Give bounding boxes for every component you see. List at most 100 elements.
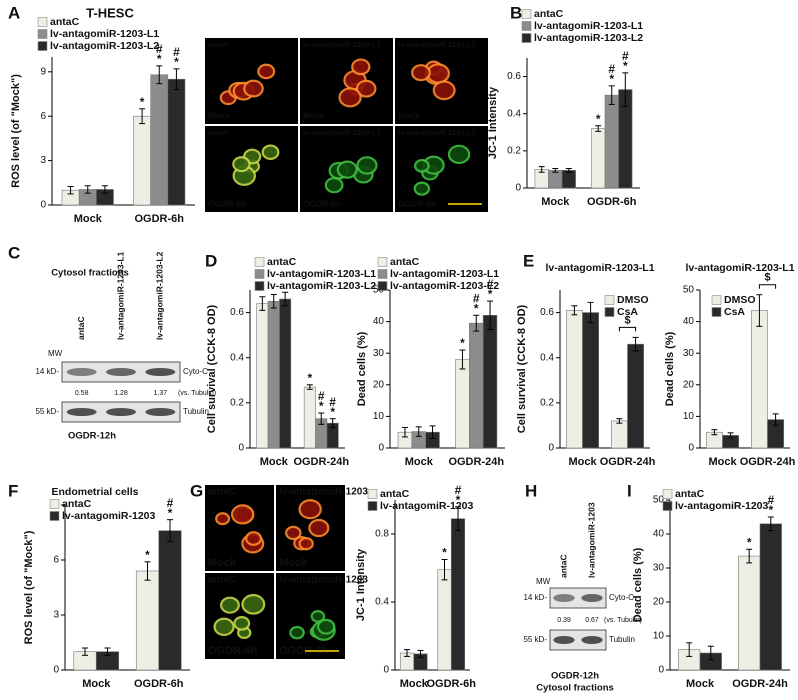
legend-label: CsA (724, 306, 745, 318)
error-bar (84, 185, 91, 194)
error-bar (538, 166, 545, 173)
legend-label: lv-antagomiR-1203-L1 (534, 20, 643, 32)
tile-bottom-label: OGDR-6h (398, 198, 436, 208)
error-bar (306, 384, 313, 390)
error-bar (401, 426, 408, 438)
legend-label: antaC (267, 256, 297, 268)
significance-mark: # (473, 291, 480, 305)
legend-label: lv-antagomiR-1203-L2 (267, 280, 376, 292)
lane-label: lv-antagomiR-1203-L1 (115, 251, 125, 340)
error-bar (429, 425, 436, 440)
bar (750, 310, 768, 449)
significance-mark: * (442, 546, 447, 560)
band (581, 594, 603, 602)
tile-top-label: antaC (208, 40, 229, 49)
error-bar (270, 294, 277, 309)
cell (355, 79, 377, 98)
chart-title: T-HESC (86, 5, 134, 20)
significance-mark: # (329, 395, 336, 409)
band (106, 408, 136, 416)
lane-label: antaC (76, 316, 86, 340)
significance-mark: # (487, 277, 494, 291)
bar (582, 312, 600, 449)
tile-bottom-label: OGDR-6h (208, 198, 246, 208)
x-tick-label: OGDR-6h (587, 196, 637, 208)
legend-swatch (521, 9, 532, 19)
significance-mark: * (460, 336, 465, 350)
significance-mark: * (168, 506, 173, 520)
error-bar (707, 645, 714, 661)
error-bar (259, 296, 266, 311)
cell (351, 58, 371, 76)
marker-label: 14 kD- (523, 593, 547, 602)
y-tick-label: 0 (688, 443, 694, 454)
tile-bottom-label: Mock (303, 110, 325, 120)
y-tick-label: 40 (683, 316, 695, 327)
bar (610, 420, 628, 449)
legend-swatch (711, 307, 722, 317)
legend-swatch (37, 29, 48, 39)
y-tick-label: 0 (40, 200, 46, 211)
bar (565, 310, 583, 449)
error-bar (459, 349, 466, 370)
y-tick-label: 0 (658, 665, 664, 676)
legend-label: antaC (534, 8, 564, 20)
cell (298, 536, 314, 551)
y-tick-label: 0 (383, 665, 389, 676)
cell (289, 625, 305, 640)
y-tick-label: 30 (683, 348, 695, 359)
lane-label: lv-antagomiR-1203-L2 (155, 251, 165, 340)
bar (158, 530, 182, 671)
x-tick-label: OGDR-6h (427, 678, 477, 690)
legend-label: DMSO (617, 294, 649, 306)
cell (298, 499, 322, 520)
tile-bottom-label: OGDR-6h (279, 645, 329, 657)
legend-swatch (377, 281, 388, 291)
legend-label: antaC (390, 256, 420, 268)
significance-mark: # (173, 45, 180, 59)
y-tick-label: 50 (653, 495, 665, 506)
y-tick-label: 0.2 (230, 397, 244, 408)
legend-swatch (521, 33, 532, 43)
error-bar (173, 68, 180, 91)
y-tick-label: 6 (40, 111, 46, 122)
error-bar (632, 336, 639, 352)
band-name: Tubulin (183, 407, 209, 416)
y-tick-label: 0 (238, 443, 244, 454)
legend-label: lv-antagomiR-1203 (675, 500, 769, 512)
y-tick-label: 40 (373, 316, 385, 327)
marker-label: 55 kD- (523, 635, 547, 644)
tile-bottom-label: OGDR-6h (208, 645, 258, 657)
legend-label: antaC (675, 488, 705, 500)
band (106, 368, 136, 376)
panel-letter: F (8, 481, 18, 500)
cell (245, 531, 263, 546)
error-bar (616, 418, 623, 424)
chart-title: lv-antagomiR-1203-L1 (545, 262, 654, 274)
x-tick-label: OGDR-24h (448, 456, 504, 468)
bar (604, 94, 619, 189)
bar (482, 314, 498, 449)
legend-label: DMSO (724, 294, 756, 306)
legend-label: lv-antagomiR-1203-L1 (390, 268, 499, 280)
band (553, 636, 575, 644)
bracket (758, 284, 777, 289)
significance-mark: # (608, 62, 615, 76)
y-axis-label: JC-1 Intensity (355, 548, 367, 621)
marker-label: 55 kD- (35, 407, 59, 416)
x-tick-label: Mock (541, 196, 570, 208)
error-bar (144, 561, 151, 581)
error-bar (156, 65, 163, 85)
y-tick-label: 0.4 (375, 597, 389, 608)
y-axis-label: Dead cells (%) (632, 547, 644, 622)
micrograph-tile (205, 573, 274, 659)
cell (336, 160, 358, 179)
legend-swatch (662, 489, 673, 499)
bar (135, 570, 160, 671)
cell (413, 181, 431, 196)
bar (303, 386, 316, 449)
panel-letter: I (627, 481, 632, 500)
legend-swatch (254, 269, 265, 279)
y-tick-label: 0.6 (507, 71, 521, 82)
legend-swatch (604, 295, 615, 305)
